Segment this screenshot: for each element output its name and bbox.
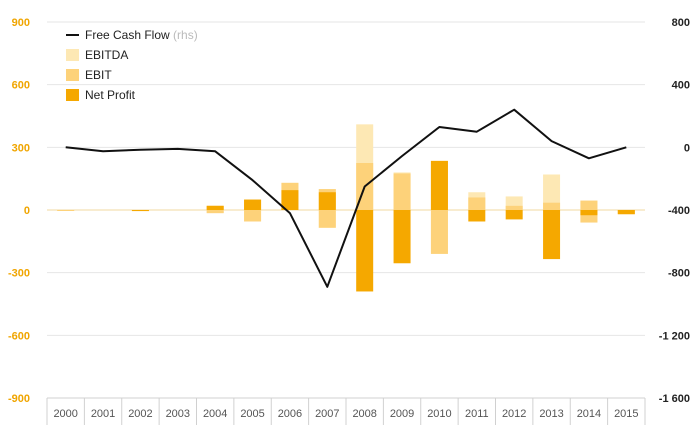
bar-ebit	[505, 205, 523, 210]
x-tick-label: 2008	[352, 408, 376, 420]
bar-net-profit	[131, 210, 149, 212]
y-tick-label-left: 600	[12, 80, 30, 92]
legend-swatch-box	[66, 49, 79, 61]
x-tick-label: 2004	[203, 408, 227, 420]
x-tick-label: 2014	[577, 408, 601, 420]
legend-label-text: EBITDA	[85, 48, 128, 62]
legend-label-note: (rhs)	[170, 28, 198, 42]
x-tick-label: 2000	[53, 408, 77, 420]
bar-net-profit	[318, 192, 336, 210]
bar-ebit	[244, 210, 262, 222]
legend-label: EBIT	[85, 68, 112, 82]
axes: 900 800 600 400 300 0 0 -400 -300 -800 -600 -1 200 -…	[8, 17, 690, 425]
x-tick-label: 2003	[166, 408, 190, 420]
bar-net-profit	[430, 160, 448, 210]
legend-label: Net Profit	[85, 88, 136, 102]
fcf-line	[65, 108, 627, 288]
bar-net-profit	[393, 210, 411, 264]
bar-net-profit	[617, 210, 635, 215]
y-tick-label-left: 0	[24, 205, 30, 217]
y-tick-label-right: 0	[684, 142, 690, 154]
legend-label-text: Free Cash Flow	[85, 28, 170, 42]
x-tick-label: 2007	[315, 408, 339, 420]
legend-label: EBITDA	[85, 48, 128, 62]
bar-ebit	[580, 200, 598, 210]
x-tick-label: 2013	[539, 408, 563, 420]
x-tick-label: 2015	[614, 408, 638, 420]
legend-label-text: Net Profit	[85, 88, 136, 102]
x-tick-label: 2005	[240, 408, 264, 420]
bar-net-profit	[543, 210, 561, 260]
bar-ebit	[318, 210, 336, 228]
bar-ebitda	[543, 174, 561, 210]
y-tick-label-left: 900	[12, 17, 30, 29]
y-tick-label-right: 400	[672, 80, 690, 92]
legend-swatch-box	[66, 89, 79, 101]
legend-label-text: EBIT	[85, 68, 112, 82]
bar-net-profit	[505, 210, 523, 220]
y-tick-label-right: -400	[668, 205, 690, 217]
legend: Free Cash Flow (rhs) EBITDA EBIT Net Profit	[66, 28, 198, 102]
y-tick-label-right: -800	[668, 268, 690, 280]
bar-ebit	[206, 210, 224, 214]
bar-ebit	[393, 173, 411, 210]
x-tick-label: 2009	[390, 408, 414, 420]
bar-net-profit	[468, 210, 486, 222]
fcf-line-group	[65, 108, 627, 288]
bar-net-profit	[206, 205, 224, 210]
x-tick-label: 2006	[278, 408, 302, 420]
legend-swatch-box	[66, 69, 79, 81]
y-tick-label-right: -1 600	[659, 393, 690, 405]
y-tick-label-right: -1 200	[659, 330, 690, 342]
bars	[57, 124, 635, 292]
legend-label: Free Cash Flow (rhs)	[85, 28, 198, 42]
y-tick-label-left: -300	[8, 268, 30, 280]
bar-net-profit	[580, 210, 598, 216]
x-tick-label: 2010	[427, 408, 451, 420]
bar-ebit	[430, 210, 448, 254]
x-tick-label: 2011	[465, 408, 489, 420]
bar-net-profit	[356, 210, 374, 292]
bar-ebit	[57, 210, 75, 211]
y-tick-label-right: 800	[672, 17, 690, 29]
x-tick-label: 2001	[91, 408, 115, 420]
bar-ebit	[543, 202, 561, 210]
bar-ebit	[468, 197, 486, 210]
bar-net-profit	[244, 199, 262, 210]
bar-net-profit	[281, 190, 299, 210]
y-tick-label-left: -900	[8, 393, 30, 405]
y-tick-label-left: -600	[8, 330, 30, 342]
x-tick-label: 2002	[128, 408, 152, 420]
x-tick-label: 2012	[502, 408, 526, 420]
y-tick-label-left: 300	[12, 142, 30, 154]
